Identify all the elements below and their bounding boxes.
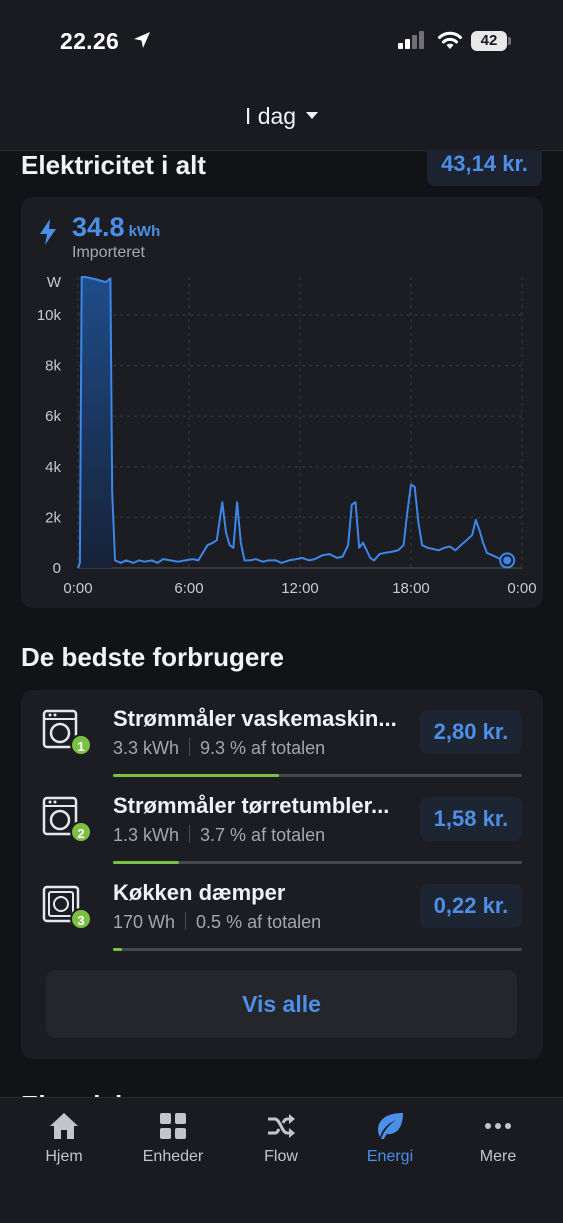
high-load-area <box>79 277 113 568</box>
share-progress-fill <box>113 774 279 777</box>
battery-level: 42 <box>471 31 507 51</box>
consumer-meta: 170 Wh 0.5 % af totalen <box>113 912 321 933</box>
consumer-share: 9.3 % af totalen <box>200 738 326 758</box>
power-chart-svg: 0 2k 4k 6k 8k 10k W 0:00 6:00 12:00 18:00 0:00 <box>37 274 537 597</box>
y-tick-label: 10k <box>37 307 62 324</box>
washing-machine-icon <box>42 709 78 749</box>
tab-flow[interactable]: Flow <box>236 1110 326 1166</box>
shuffle-icon <box>268 1114 295 1138</box>
consumer-cost: 1,58 kr. <box>420 797 522 841</box>
share-progress-track <box>113 948 522 951</box>
current-value-marker-dot <box>503 556 512 565</box>
consumer-energy: 170 Wh <box>113 912 176 932</box>
imported-value: 34.8 <box>72 212 125 242</box>
imported-energy: 34.8 kWh <box>72 212 160 243</box>
energy-card[interactable]: 34.8 kWh Importeret 0 2k 4k 6k 8k 10k W 0:00 6:00… <box>21 197 543 608</box>
total-cost-badge: 43,14 kr. <box>427 150 542 186</box>
consumer-cost: 0,22 kr. <box>420 884 522 928</box>
tab-devices[interactable]: Enheder <box>128 1110 218 1166</box>
consumer-row[interactable]: 2 Strømmåler tørretumbler... 1.3 kWh 3.7 … <box>21 777 543 864</box>
meta-divider <box>189 738 191 757</box>
consumer-row[interactable]: 1 Strømmåler vaskemaskin... 3.3 kWh 9.3 %… <box>21 690 543 777</box>
y-tick-label: 2k <box>45 509 61 526</box>
date-selector-label: I dag <box>244 103 297 129</box>
consumer-name: Strømmåler vaskemaskin... <box>113 706 397 731</box>
x-tick-label: 0:00 <box>507 580 536 597</box>
consumer-share: 3.7 % af totalen <box>200 825 326 845</box>
consumer-cost: 2,80 kr. <box>420 710 522 754</box>
lightning-bolt-icon <box>40 219 56 245</box>
meta-divider <box>185 912 187 931</box>
y-tick-label: 0 <box>53 560 61 577</box>
rank-badge: 2 <box>70 821 92 843</box>
x-tick-label: 12:00 <box>281 580 319 597</box>
tab-label: Flow <box>264 1148 298 1165</box>
more-icon <box>485 1123 511 1129</box>
tab-more[interactable]: Mere <box>453 1110 543 1166</box>
y-axis-unit-label: W <box>47 274 62 291</box>
x-tick-label: 6:00 <box>174 580 203 597</box>
tab-energy[interactable]: Energi <box>345 1110 435 1166</box>
battery-indicator: 42 <box>471 31 511 51</box>
x-tick-label: 18:00 <box>392 580 430 597</box>
top-consumers-card: 1 Strømmåler vaskemaskin... 3.3 kWh 9.3 %… <box>21 690 543 1059</box>
tab-label: Energi <box>366 1148 414 1165</box>
consumer-name: Køkken dæmper <box>113 880 286 905</box>
imported-unit: kWh <box>128 223 161 240</box>
tab-label: Hjem <box>45 1148 83 1165</box>
power-chart[interactable]: 0 2k 4k 6k 8k 10k W 0:00 6:00 12:00 18:00 0:00 <box>21 267 543 607</box>
consumer-meta: 3.3 kWh 9.3 % af totalen <box>113 738 325 759</box>
y-tick-label: 4k <box>45 459 61 476</box>
battery-tip <box>508 37 511 45</box>
cellular-signal-icon <box>398 31 424 49</box>
y-tick-label: 6k <box>45 408 61 425</box>
consumer-meta: 1.3 kWh 3.7 % af totalen <box>113 825 325 846</box>
share-progress-track <box>113 861 522 864</box>
location-arrow-icon <box>134 32 150 48</box>
caret-down-icon <box>306 112 319 120</box>
rank-badge: 1 <box>70 734 92 756</box>
x-tick-label: 0:00 <box>63 580 92 597</box>
electricity-title: Elektricitet i alt <box>21 150 206 180</box>
wifi-icon <box>438 31 462 49</box>
consumer-energy: 3.3 kWh <box>113 738 180 758</box>
share-progress-track <box>113 774 522 777</box>
tab-home[interactable]: Hjem <box>19 1110 109 1166</box>
tab-label: Mere <box>479 1148 517 1165</box>
tumble-dryer-icon <box>42 796 78 836</box>
home-icon <box>50 1113 78 1139</box>
status-time: 22.26 <box>60 28 120 54</box>
y-tick-label: 8k <box>45 358 61 375</box>
view-all-button[interactable]: Vis alle <box>46 970 517 1038</box>
oven-icon <box>42 885 80 923</box>
top-bar: I dag <box>0 80 563 151</box>
date-selector[interactable]: I dag <box>0 103 563 130</box>
consumer-row[interactable]: 3 Køkken dæmper 170 Wh 0.5 % af totalen 0… <box>21 864 543 951</box>
leaf-icon <box>378 1113 403 1139</box>
status-bar: 22.26 42 <box>0 0 563 80</box>
consumer-energy: 1.3 kWh <box>113 825 180 845</box>
tab-label: Enheder <box>142 1148 204 1165</box>
imported-label: Importeret <box>72 244 145 261</box>
grid-icon <box>160 1113 186 1139</box>
meta-divider <box>189 825 191 844</box>
share-progress-fill <box>113 861 179 864</box>
rank-badge: 3 <box>70 908 92 930</box>
bottom-tab-bar: Hjem Enheder Flow Energi Mere <box>0 1097 563 1223</box>
share-progress-fill <box>113 948 122 951</box>
consumer-share: 0.5 % af totalen <box>196 912 322 932</box>
power-series-line <box>77 276 508 569</box>
consumer-name: Strømmåler tørretumbler... <box>113 793 390 818</box>
top-consumers-title: De bedste forbrugere <box>21 642 284 672</box>
